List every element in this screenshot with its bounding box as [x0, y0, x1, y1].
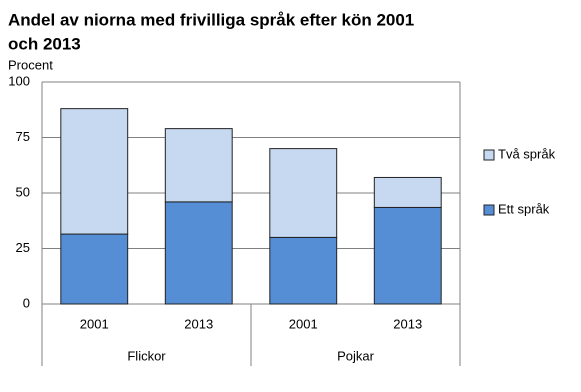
group-label: Flickor: [127, 348, 166, 363]
bar-segment: [164, 201, 233, 305]
legend-label: Ett språk: [498, 201, 550, 216]
bar-segment: [373, 206, 442, 305]
y-tick-label: 100: [8, 73, 30, 88]
x-tick-label: 2013: [393, 316, 422, 331]
y-tick-label: 25: [16, 240, 30, 255]
chart-title: Andel av niorna med frivilliga språk eft…: [8, 10, 414, 29]
y-tick-label: 50: [16, 184, 30, 199]
x-tick-label: 2013: [184, 316, 213, 331]
x-tick-label: 2001: [289, 316, 318, 331]
chart-title: och 2013: [8, 34, 81, 53]
x-tick-label: 2001: [80, 316, 109, 331]
bar-segment: [269, 236, 338, 305]
y-tick-label: 0: [23, 295, 30, 310]
group-label: Pojkar: [337, 348, 375, 363]
bar-segment: [373, 176, 442, 208]
bar-segment: [60, 108, 129, 235]
bar-segment: [60, 233, 129, 305]
y-tick-label: 75: [16, 129, 30, 144]
legend-swatch: [483, 149, 495, 161]
y-axis-label: Procent: [8, 57, 53, 72]
legend-label: Två språk: [498, 146, 556, 161]
bar-segment: [164, 128, 233, 203]
bar-segment: [269, 148, 338, 238]
legend-swatch: [483, 204, 495, 216]
